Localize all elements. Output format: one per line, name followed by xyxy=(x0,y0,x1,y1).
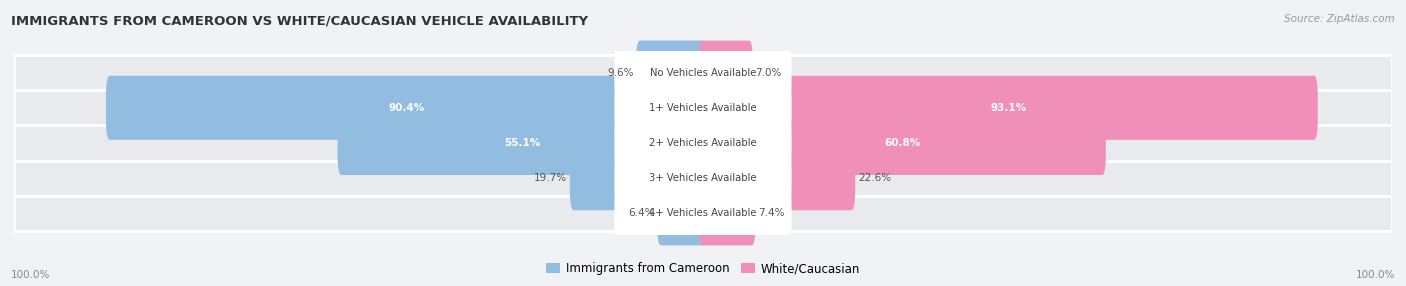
Text: 4+ Vehicles Available: 4+ Vehicles Available xyxy=(650,208,756,219)
Text: IMMIGRANTS FROM CAMEROON VS WHITE/CAUCASIAN VEHICLE AVAILABILITY: IMMIGRANTS FROM CAMEROON VS WHITE/CAUCAS… xyxy=(11,14,588,27)
Text: 100.0%: 100.0% xyxy=(1355,270,1395,280)
Bar xyxy=(14,196,1392,231)
FancyBboxPatch shape xyxy=(614,81,792,134)
Bar xyxy=(14,196,1392,231)
Bar xyxy=(14,125,1392,161)
FancyBboxPatch shape xyxy=(614,152,792,205)
FancyBboxPatch shape xyxy=(699,41,752,105)
FancyBboxPatch shape xyxy=(105,76,707,140)
FancyBboxPatch shape xyxy=(614,116,792,170)
Bar xyxy=(14,161,1392,196)
FancyBboxPatch shape xyxy=(699,146,855,210)
Text: 55.1%: 55.1% xyxy=(505,138,540,148)
Text: 100.0%: 100.0% xyxy=(11,270,51,280)
FancyBboxPatch shape xyxy=(699,111,1107,175)
Text: 3+ Vehicles Available: 3+ Vehicles Available xyxy=(650,173,756,183)
FancyBboxPatch shape xyxy=(699,181,755,245)
Text: 7.0%: 7.0% xyxy=(755,67,782,78)
Bar xyxy=(14,55,1392,90)
Text: 22.6%: 22.6% xyxy=(858,173,891,183)
FancyBboxPatch shape xyxy=(614,46,792,99)
FancyBboxPatch shape xyxy=(569,146,707,210)
Text: Source: ZipAtlas.com: Source: ZipAtlas.com xyxy=(1284,14,1395,24)
FancyBboxPatch shape xyxy=(614,187,792,240)
Text: 90.4%: 90.4% xyxy=(388,103,425,113)
Text: 19.7%: 19.7% xyxy=(534,173,567,183)
Bar xyxy=(14,90,1392,125)
Bar xyxy=(14,55,1392,90)
Text: 60.8%: 60.8% xyxy=(884,138,921,148)
Text: 6.4%: 6.4% xyxy=(628,208,654,219)
Text: 2+ Vehicles Available: 2+ Vehicles Available xyxy=(650,138,756,148)
Text: 1+ Vehicles Available: 1+ Vehicles Available xyxy=(650,103,756,113)
Text: No Vehicles Available: No Vehicles Available xyxy=(650,67,756,78)
Bar xyxy=(14,161,1392,196)
FancyBboxPatch shape xyxy=(657,181,707,245)
FancyBboxPatch shape xyxy=(699,76,1317,140)
Legend: Immigrants from Cameroon, White/Caucasian: Immigrants from Cameroon, White/Caucasia… xyxy=(541,258,865,280)
Bar xyxy=(14,125,1392,161)
Text: 7.4%: 7.4% xyxy=(758,208,785,219)
FancyBboxPatch shape xyxy=(337,111,707,175)
FancyBboxPatch shape xyxy=(636,41,707,105)
Text: 9.6%: 9.6% xyxy=(607,67,634,78)
Bar xyxy=(14,90,1392,125)
Text: 93.1%: 93.1% xyxy=(990,103,1026,113)
